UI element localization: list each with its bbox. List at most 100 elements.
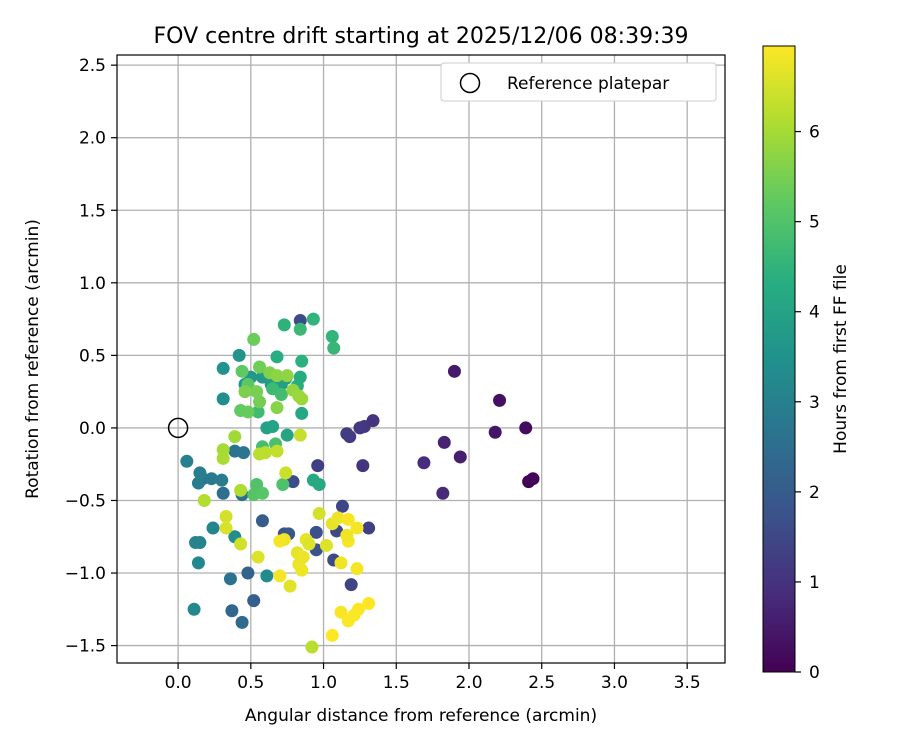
x-tick-label: 1.0 [310, 673, 337, 693]
data-point [193, 466, 207, 480]
x-tick-label: 2.0 [455, 673, 482, 693]
data-point [228, 430, 242, 444]
data-point [306, 312, 320, 326]
data-point [327, 341, 341, 355]
data-point [270, 444, 284, 458]
data-point [334, 605, 348, 619]
data-point [216, 451, 230, 465]
y-tick-label: 2.0 [79, 129, 106, 149]
data-point [362, 521, 376, 535]
data-point [295, 563, 309, 577]
data-point [319, 538, 333, 552]
data-point [295, 392, 309, 406]
data-point [417, 456, 431, 470]
data-point [219, 509, 233, 523]
data-point [235, 615, 249, 629]
grid-lines [117, 55, 725, 663]
data-point [351, 602, 365, 616]
data-point [277, 318, 291, 332]
data-point [255, 514, 269, 528]
data-point [437, 435, 451, 449]
colorbar-ticks: 0 1 2 3 4 5 6 [795, 123, 820, 683]
colorbar-tick-label: 3 [809, 393, 820, 413]
data-point [519, 421, 533, 435]
data-point [235, 364, 249, 378]
data-point [353, 421, 367, 435]
colorbar-tick-label: 1 [809, 573, 820, 593]
data-point [270, 401, 284, 415]
data-point [526, 472, 540, 486]
data-point [350, 562, 364, 576]
data-point [362, 597, 376, 611]
data-point [253, 360, 267, 374]
data-point [206, 521, 220, 535]
legend-entry-reference: Reference platepar [507, 74, 669, 94]
legend: Reference platepar [440, 62, 717, 102]
data-point [309, 525, 323, 539]
y-tick-label: 0.0 [79, 419, 106, 439]
x-tick-label: 3.5 [674, 673, 701, 693]
x-tick-label: 3.0 [601, 673, 628, 693]
data-point [270, 350, 284, 364]
data-point [325, 628, 339, 642]
data-point [334, 556, 348, 570]
data-point [270, 369, 284, 383]
data-point [191, 476, 205, 490]
data-point [280, 369, 294, 383]
data-point [488, 425, 502, 439]
data-point [296, 550, 310, 564]
y-tick-label: 2.5 [79, 56, 106, 76]
data-point [335, 499, 349, 513]
data-point [232, 348, 246, 362]
y-tick-label: 1.5 [79, 201, 106, 221]
data-point [260, 569, 274, 583]
reference-point-marker [167, 417, 189, 439]
data-point [493, 393, 507, 407]
data-point [295, 406, 309, 420]
data-point [247, 332, 261, 346]
data-point [331, 511, 345, 525]
data-point [283, 579, 297, 593]
data-point [447, 364, 461, 378]
data-point [293, 428, 307, 442]
colorbar-tick-label: 6 [809, 123, 820, 143]
x-tick-label: 0.5 [237, 673, 264, 693]
y-tick-label: −1.5 [65, 637, 106, 657]
data-point [253, 395, 267, 409]
data-point [356, 459, 370, 473]
data-point [266, 419, 280, 433]
data-point [344, 578, 358, 592]
colorbar-tick-label: 2 [809, 483, 820, 503]
plot-frame [116, 54, 726, 664]
data-point [280, 428, 294, 442]
x-tick-label: 2.5 [528, 673, 555, 693]
legend-marker [459, 72, 481, 94]
data-point [311, 459, 325, 473]
data-point [225, 604, 239, 618]
data-point [187, 602, 201, 616]
data-point [295, 354, 309, 368]
data-point [216, 486, 230, 500]
data-point [293, 322, 307, 336]
data-point [219, 521, 233, 535]
data-point [241, 566, 255, 580]
data-point [341, 512, 355, 526]
data-point [223, 572, 237, 586]
data-point [276, 478, 290, 492]
data-point [216, 361, 230, 375]
data-point [205, 472, 219, 486]
data-point [238, 385, 252, 399]
data-point [255, 486, 269, 500]
y-tick-label: 0.5 [79, 346, 106, 366]
data-point [251, 550, 265, 564]
colorbar-label: Hours from first FF file [831, 264, 851, 454]
data-point [279, 466, 293, 480]
data-point [350, 521, 364, 535]
data-point [274, 388, 288, 402]
data-point [302, 537, 316, 551]
legend-box [440, 62, 717, 102]
data-point [250, 385, 264, 399]
data-point [340, 528, 354, 542]
data-point [247, 594, 261, 608]
